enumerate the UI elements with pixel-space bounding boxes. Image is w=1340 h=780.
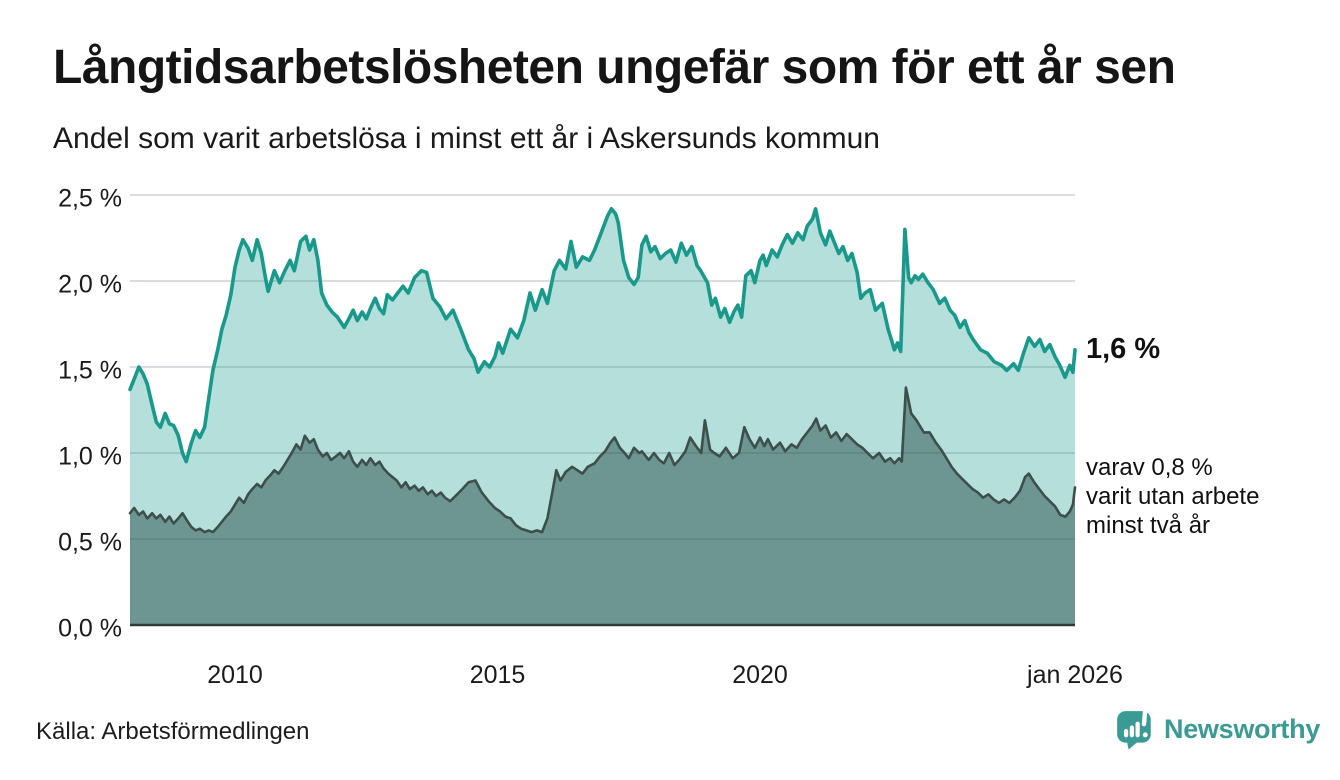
latest-value-label: 1,6 % bbox=[1086, 333, 1161, 365]
secondary-series-label-line1: varav 0,8 % bbox=[1086, 454, 1213, 481]
newsworthy-logo: Newsworthy bbox=[1115, 708, 1320, 750]
line-utan-arbete-minst-tva-ar bbox=[128, 386, 1077, 534]
area-utan-arbete-minst-tva-ar bbox=[130, 387, 1075, 625]
area-arbetslosa-minst-ett-ar bbox=[130, 208, 1075, 626]
y-tick-label: 1,5 % bbox=[58, 356, 122, 385]
y-tick-label: 0,5 % bbox=[58, 528, 122, 557]
newsworthy-bubble-icon bbox=[1117, 709, 1151, 750]
y-tick-label: 1,0 % bbox=[58, 442, 122, 471]
secondary-series-label-line3: minst två år bbox=[1086, 512, 1211, 539]
chart-title: Långtidsarbetslösheten ungefär som för e… bbox=[53, 41, 1176, 94]
chart-subtitle: Andel som varit arbetslösa i minst ett å… bbox=[53, 122, 880, 155]
secondary-series-label-line2: varit utan arbete bbox=[1086, 483, 1260, 510]
y-tick-label: 2,0 % bbox=[58, 270, 122, 299]
y-tick-label: 0,0 % bbox=[58, 614, 122, 643]
x-tick-label: jan 2026 bbox=[1027, 661, 1123, 689]
newsworthy-wordmark: Newsworthy bbox=[1164, 713, 1321, 744]
secondary-series-label: varav 0,8 % varit utan arbete minst två … bbox=[1086, 453, 1259, 540]
y-tick-label: 2,5 % bbox=[58, 184, 122, 213]
x-tick-label: 2015 bbox=[469, 661, 526, 689]
source-note: Källa: Arbetsförmedlingen bbox=[36, 718, 310, 745]
x-tick-label: 2020 bbox=[732, 661, 788, 689]
x-tick-label: 2010 bbox=[207, 661, 263, 689]
line-arbetslosa-minst-ett-ar bbox=[128, 207, 1077, 464]
